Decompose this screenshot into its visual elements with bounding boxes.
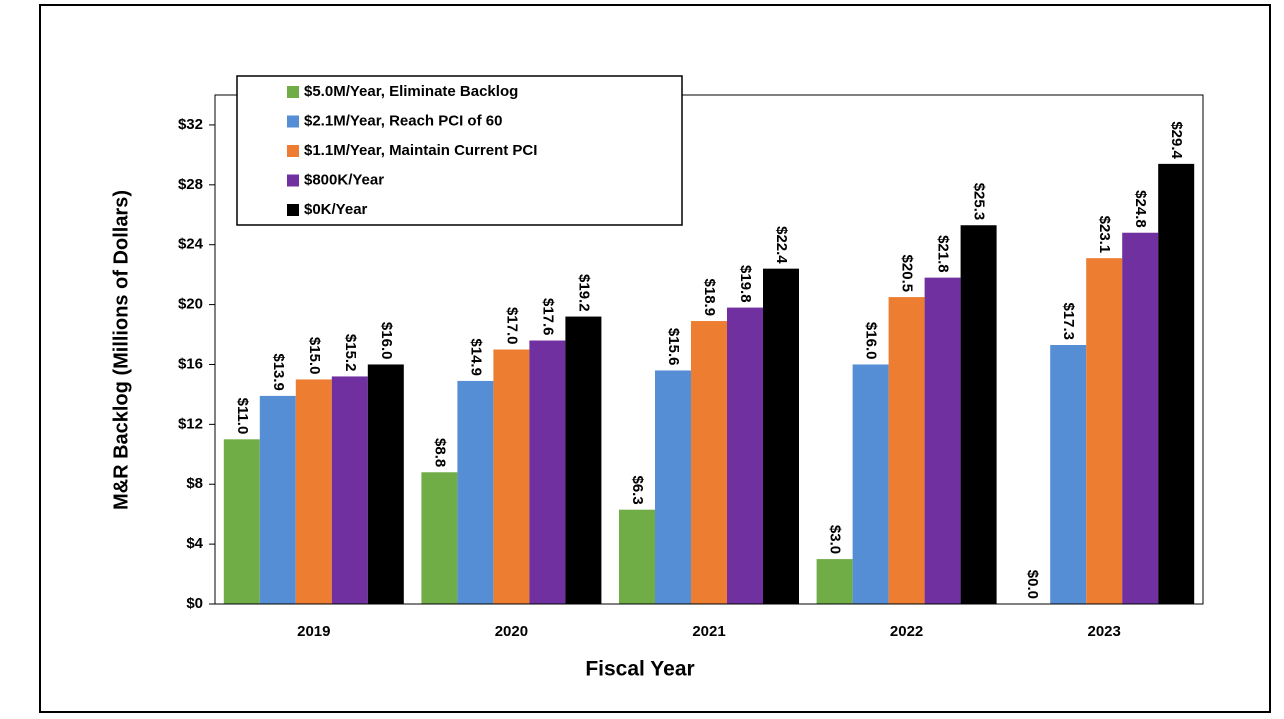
bar	[1158, 163, 1195, 605]
bar	[493, 349, 530, 604]
y-tick-label: $20	[178, 296, 203, 313]
y-axis-title: M&R Backlog (Millions of Dollars)	[110, 190, 132, 510]
bar	[852, 364, 889, 604]
y-tick-label: $4	[186, 535, 203, 552]
value-label: $18.9	[701, 279, 718, 317]
value-label: $22.4	[773, 226, 790, 264]
legend-swatch	[287, 145, 299, 157]
bar	[619, 509, 655, 604]
bar	[259, 395, 296, 604]
y-tick-label: $24	[178, 236, 204, 253]
legend-label: $2.1M/Year, Reach PCI of 60	[304, 112, 502, 129]
legend-label: $800K/Year	[304, 171, 384, 188]
x-tick-label: 2020	[495, 623, 528, 640]
value-label: $14.9	[467, 338, 484, 376]
value-label: $13.9	[270, 353, 287, 391]
value-label: $19.2	[575, 274, 592, 312]
x-tick-label: 2023	[1088, 623, 1121, 640]
bar	[1122, 232, 1159, 604]
bar	[655, 370, 691, 604]
value-label: $15.0	[306, 337, 323, 375]
value-label: $20.5	[899, 255, 916, 293]
y-tick-label: $28	[178, 176, 203, 193]
legend-swatch	[287, 204, 299, 216]
value-label: $21.8	[935, 235, 952, 273]
bar	[727, 307, 763, 604]
value-label: $25.3	[971, 183, 988, 221]
bar	[1050, 345, 1087, 604]
value-label: $3.0	[827, 525, 844, 554]
value-label: $6.3	[629, 475, 646, 504]
value-label: $23.1	[1096, 216, 1113, 254]
value-label: $17.3	[1060, 302, 1077, 340]
value-label: $17.0	[503, 307, 520, 345]
legend-label: $1.1M/Year, Maintain Current PCI	[304, 142, 537, 159]
bar	[295, 379, 332, 604]
value-label: $16.0	[863, 322, 880, 360]
value-label: $8.8	[431, 438, 448, 467]
x-tick-label: 2022	[890, 623, 923, 640]
bar	[816, 559, 853, 604]
bar	[888, 297, 925, 604]
value-label: $17.6	[539, 298, 556, 336]
legend-swatch	[287, 115, 299, 128]
legend-label: $5.0M/Year, Eliminate Backlog	[304, 83, 518, 100]
y-tick-label: $0	[186, 595, 203, 612]
value-label: $29.4	[1168, 121, 1185, 159]
x-axis-title: Fiscal Year	[585, 658, 694, 681]
bar	[960, 225, 997, 604]
plot-frame	[214, 94, 1204, 605]
bar	[223, 439, 260, 604]
value-label: $0.0	[1024, 570, 1041, 599]
bar	[763, 268, 799, 604]
legend-swatch	[287, 86, 299, 98]
x-tick-label: 2019	[297, 623, 330, 640]
value-label: $24.8	[1132, 190, 1149, 228]
bar	[565, 316, 602, 604]
y-tick-label: $8	[186, 475, 203, 492]
y-tick-label: $12	[178, 415, 203, 432]
value-label: $19.8	[737, 265, 754, 303]
legend-swatch	[287, 174, 299, 187]
value-label: $15.6	[665, 328, 682, 366]
legend-label: $0K/Year	[304, 201, 368, 218]
value-label: $16.0	[378, 322, 395, 360]
bar	[1086, 258, 1123, 604]
x-tick-label: 2021	[692, 623, 725, 640]
bar	[421, 472, 458, 604]
legend-box	[236, 75, 683, 226]
bar	[691, 321, 727, 604]
bar	[529, 340, 566, 604]
bar	[367, 364, 404, 604]
y-tick-label: $16	[178, 355, 203, 372]
bar	[457, 380, 494, 604]
value-label: $11.0	[234, 398, 251, 435]
value-label: $15.2	[342, 334, 359, 372]
bar	[924, 277, 961, 604]
bar	[331, 376, 368, 604]
y-tick-label: $32	[178, 116, 203, 133]
